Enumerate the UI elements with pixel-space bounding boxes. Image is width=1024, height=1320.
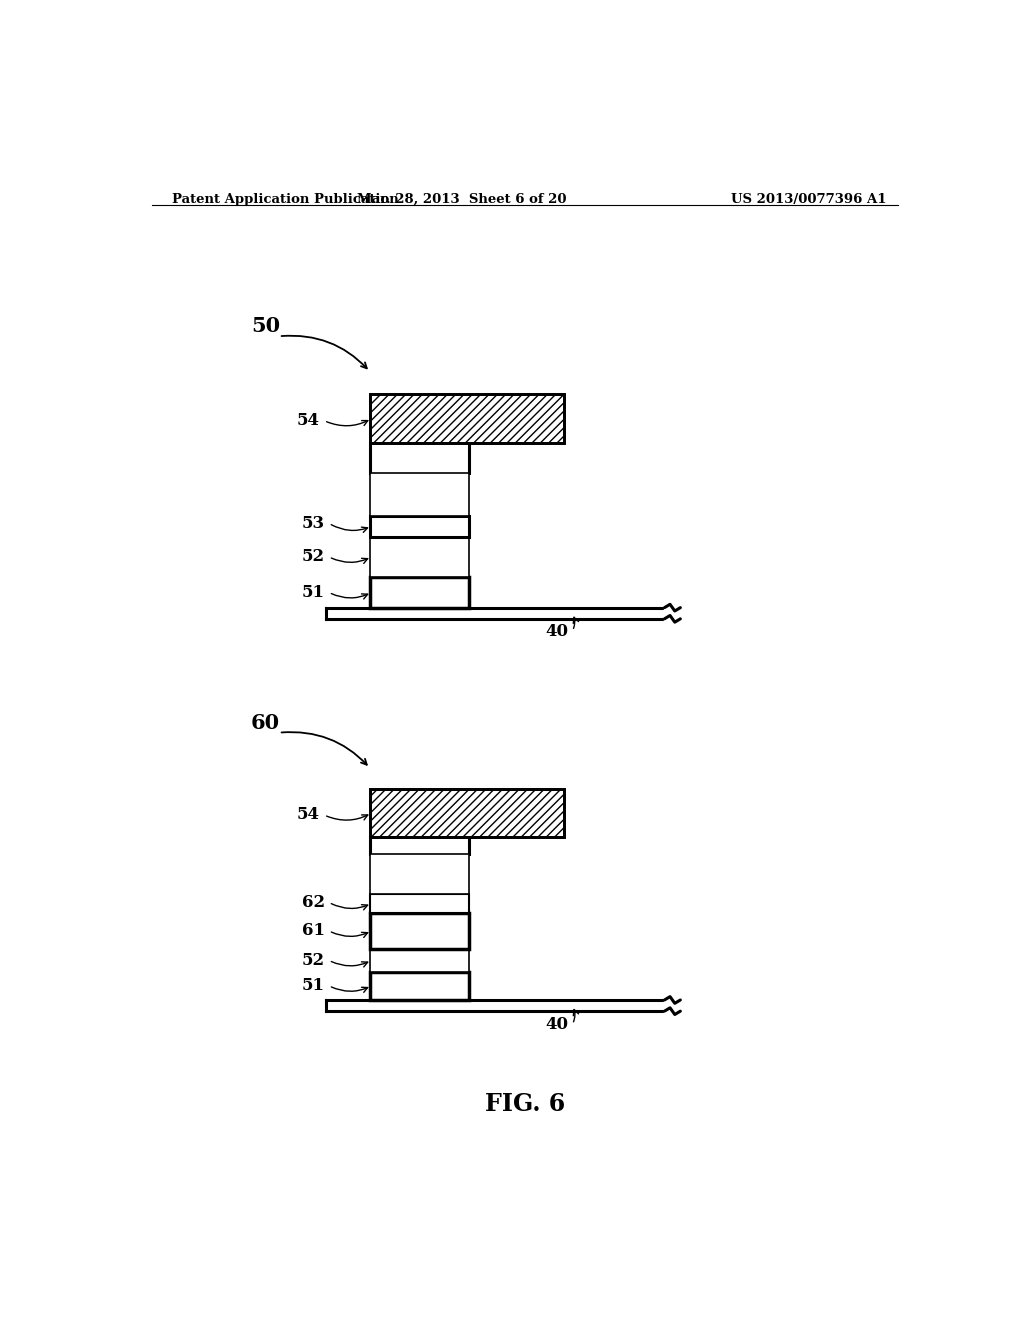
Text: 62: 62 — [302, 894, 325, 911]
Bar — [370, 912, 469, 949]
Bar — [370, 395, 564, 444]
Bar — [370, 474, 469, 516]
Text: 50: 50 — [251, 315, 281, 337]
Bar — [370, 949, 469, 972]
Text: 51: 51 — [302, 583, 325, 601]
Bar — [370, 536, 469, 577]
Text: 40: 40 — [546, 623, 568, 639]
Text: 54: 54 — [297, 412, 321, 429]
Text: 54: 54 — [297, 807, 321, 824]
Text: Patent Application Publication: Patent Application Publication — [172, 193, 398, 206]
Text: 60: 60 — [251, 713, 281, 733]
FancyBboxPatch shape — [370, 395, 564, 444]
Text: FIG. 6: FIG. 6 — [484, 1092, 565, 1115]
Text: 52: 52 — [302, 952, 325, 969]
Text: 52: 52 — [302, 548, 325, 565]
Bar — [370, 577, 469, 607]
Bar — [370, 788, 564, 837]
FancyBboxPatch shape — [370, 788, 564, 837]
Bar — [370, 516, 469, 536]
Text: 61: 61 — [302, 923, 325, 940]
Text: US 2013/0077396 A1: US 2013/0077396 A1 — [731, 193, 887, 206]
Text: 51: 51 — [302, 977, 325, 994]
Text: Mar. 28, 2013  Sheet 6 of 20: Mar. 28, 2013 Sheet 6 of 20 — [356, 193, 566, 206]
Text: 40: 40 — [546, 1016, 568, 1032]
Text: 53: 53 — [302, 515, 325, 532]
Bar — [370, 854, 469, 894]
Bar — [370, 894, 469, 912]
Bar — [370, 972, 469, 1001]
